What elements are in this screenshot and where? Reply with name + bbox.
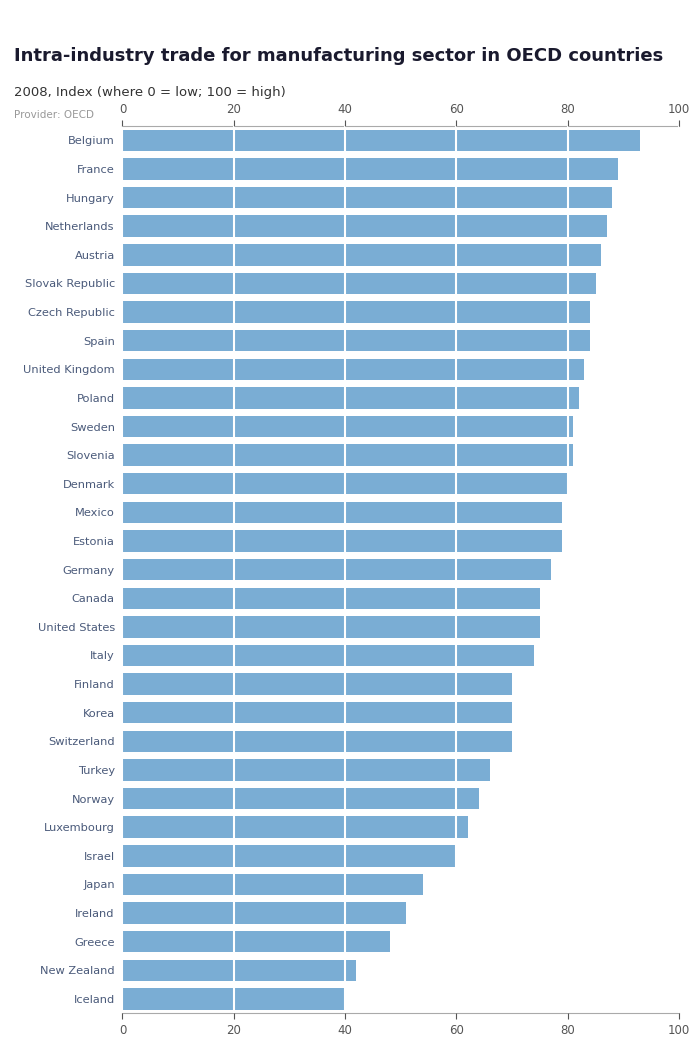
Bar: [122, 474, 568, 495]
Bar: [122, 129, 640, 151]
Bar: [122, 759, 490, 781]
Bar: [122, 330, 590, 352]
Bar: [122, 731, 512, 752]
Bar: [122, 931, 390, 952]
Text: Intra-industry trade for manufacturing sector in OECD countries: Intra-industry trade for manufacturing s…: [14, 47, 664, 65]
Bar: [122, 559, 551, 581]
Bar: [122, 358, 584, 380]
Bar: [122, 874, 423, 896]
Bar: [122, 159, 618, 180]
Bar: [122, 215, 607, 237]
Bar: [122, 645, 534, 666]
Bar: [122, 444, 573, 466]
Bar: [122, 702, 512, 723]
Bar: [122, 244, 601, 266]
Bar: [122, 187, 612, 208]
Bar: [122, 616, 540, 637]
Bar: [122, 301, 590, 322]
Text: 2008, Index (where 0 = low; 100 = high): 2008, Index (where 0 = low; 100 = high): [14, 86, 286, 99]
Bar: [122, 902, 406, 924]
Bar: [122, 588, 540, 609]
Bar: [122, 960, 356, 981]
Bar: [122, 502, 562, 523]
Bar: [122, 416, 573, 437]
Bar: [122, 817, 468, 838]
Bar: [122, 988, 345, 1010]
Text: Provider: OECD: Provider: OECD: [14, 110, 94, 121]
Bar: [122, 673, 512, 695]
Bar: [122, 788, 479, 810]
Text: figure.nz: figure.nz: [581, 15, 658, 29]
Bar: [122, 387, 579, 408]
Bar: [122, 273, 596, 294]
Bar: [122, 845, 456, 866]
Bar: [122, 530, 562, 551]
